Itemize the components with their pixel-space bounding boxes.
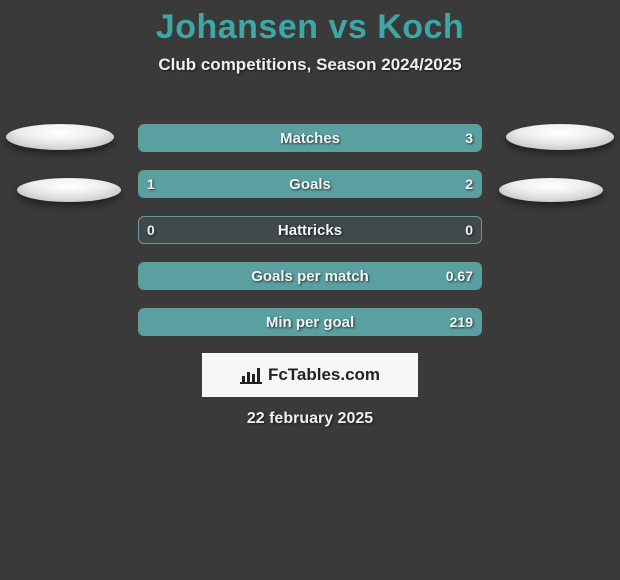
metric-label: Goals — [139, 171, 481, 197]
metric-label: Matches — [139, 125, 481, 151]
fctables-logo: FcTables.com — [202, 353, 418, 397]
player-right-avatar-placeholder-1 — [506, 124, 614, 150]
subtitle: Club competitions, Season 2024/2025 — [0, 55, 620, 75]
metrics-bars: Matches 3 1 Goals 2 0 Hattricks 0 Goals … — [138, 124, 482, 354]
metric-right-value: 0 — [465, 217, 473, 243]
player-left-avatar-placeholder-2 — [17, 178, 121, 202]
bar-goals: 1 Goals 2 — [138, 170, 482, 198]
logo-text: FcTables.com — [268, 365, 380, 385]
bar-min-per-goal: Min per goal 219 — [138, 308, 482, 336]
bar-hattricks: 0 Hattricks 0 — [138, 216, 482, 244]
metric-right-value: 219 — [450, 309, 473, 335]
metric-label: Goals per match — [139, 263, 481, 289]
page-title: Johansen vs Koch — [0, 0, 620, 47]
metric-label: Hattricks — [139, 217, 481, 243]
metric-right-value: 2 — [465, 171, 473, 197]
bar-chart-icon — [240, 366, 262, 384]
metric-label: Min per goal — [139, 309, 481, 335]
comparison-card: Johansen vs Koch Club competitions, Seas… — [0, 0, 620, 580]
bar-matches: Matches 3 — [138, 124, 482, 152]
player-left-avatar-placeholder-1 — [6, 124, 114, 150]
footer-date: 22 february 2025 — [0, 410, 620, 428]
player-right-avatar-placeholder-2 — [499, 178, 603, 202]
bar-goals-per-match: Goals per match 0.67 — [138, 262, 482, 290]
metric-right-value: 3 — [465, 125, 473, 151]
metric-right-value: 0.67 — [446, 263, 473, 289]
